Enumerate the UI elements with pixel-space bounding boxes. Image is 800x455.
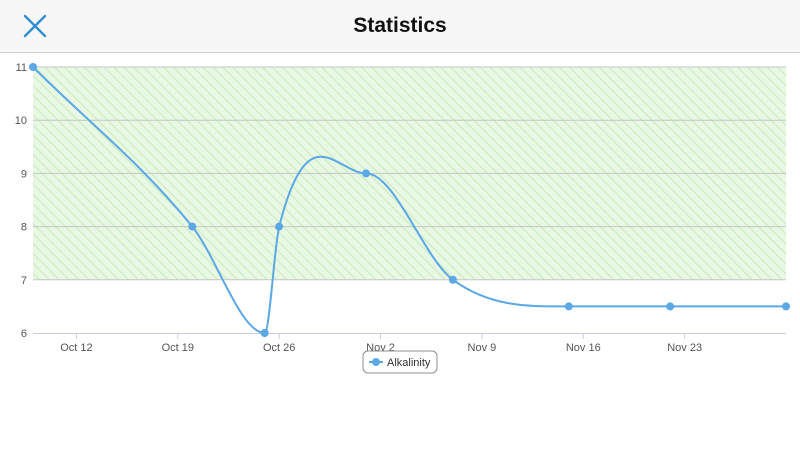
data-point	[362, 169, 371, 178]
x-tick-label: Oct 19	[162, 342, 194, 354]
data-point	[260, 329, 269, 337]
close-button[interactable]	[20, 11, 50, 41]
y-tick-label: 9	[21, 168, 27, 180]
page-title: Statistics	[353, 14, 447, 37]
x-tick-label: Oct 12	[60, 342, 92, 354]
y-tick-label: 10	[15, 115, 27, 127]
legend-marker	[372, 358, 380, 366]
series-line-alkalinity	[32, 66, 786, 335]
y-tick-label: 6	[21, 328, 27, 340]
data-point	[666, 302, 675, 311]
data-point	[448, 275, 457, 284]
chart-container: 6 7 8 9 10 11 Oct 12 Oct 19 Oct 26 Nov 2 Nov 9 Nov…	[0, 53, 800, 450]
y-tick-label: 11	[16, 62, 27, 74]
data-point	[29, 63, 37, 71]
data-point	[275, 222, 284, 231]
x-tick-label: Nov 23	[667, 342, 702, 354]
x-tick-label: Nov 9	[468, 342, 497, 354]
data-point	[782, 302, 790, 311]
legend-box	[362, 350, 438, 374]
data-point	[564, 302, 573, 311]
legend-label: Alkalinity	[387, 357, 431, 369]
header-bar: Statistics	[0, 0, 800, 53]
close-icon	[23, 14, 47, 38]
x-tick-label: Oct 26	[263, 342, 295, 354]
y-tick-label: 7	[21, 275, 27, 287]
x-tick-label: Nov 16	[566, 342, 601, 354]
y-tick-label: 8	[21, 222, 27, 234]
data-point	[188, 222, 197, 231]
